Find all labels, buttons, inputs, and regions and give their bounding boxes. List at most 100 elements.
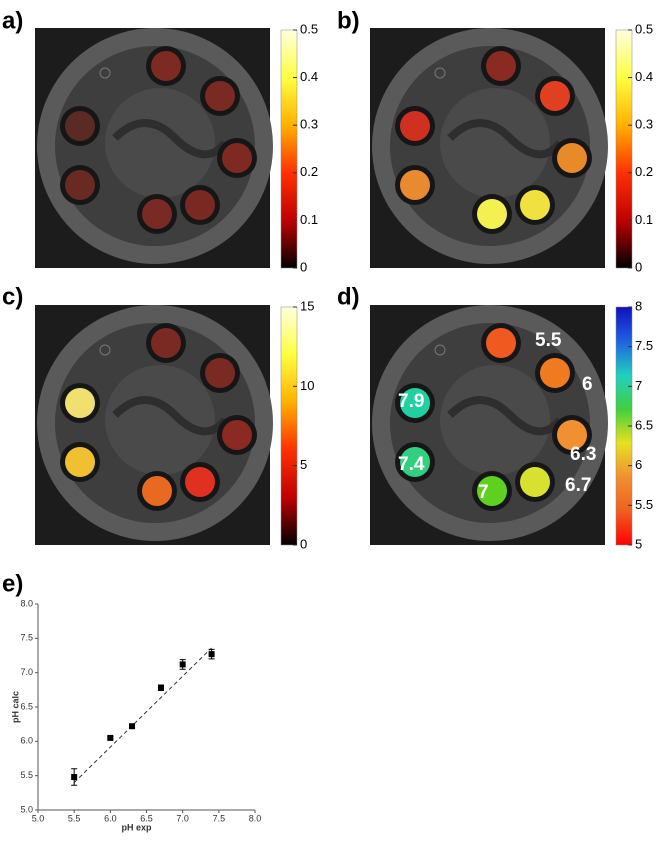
vial xyxy=(486,51,516,81)
phantom-core xyxy=(105,365,215,475)
panel-label: e) xyxy=(2,570,23,597)
vial xyxy=(65,388,95,418)
ph-annotation: 6.3 xyxy=(570,444,596,465)
data-point xyxy=(157,684,164,691)
colorbar-tick-label: 0.4 xyxy=(300,69,318,84)
vial xyxy=(222,420,252,450)
colorbar-tick-label: 15 xyxy=(300,298,314,313)
vial xyxy=(65,447,95,477)
panel-label: b) xyxy=(337,7,360,34)
colorbar-tick-label: 5 xyxy=(300,457,307,472)
colorbar-tick-label: 0.5 xyxy=(635,21,653,36)
data-point xyxy=(179,661,186,668)
panel-label: d) xyxy=(337,283,360,310)
colorbar-tick-label: 7.5 xyxy=(635,338,653,353)
y-axis-label: pH calc xyxy=(10,691,20,723)
y-tick-label: 7.5 xyxy=(20,633,33,643)
colorbar-tick-label: 0.3 xyxy=(635,117,653,132)
colorbar-tick-label: 0.1 xyxy=(635,212,653,227)
colorbar-tick-label: 0.5 xyxy=(300,21,318,36)
x-tick-label: 5.5 xyxy=(68,813,81,823)
y-tick-label: 5.5 xyxy=(20,770,33,780)
mri-image xyxy=(35,305,273,545)
ph-annotation: 7.9 xyxy=(398,391,424,412)
ph-annotation: 6.7 xyxy=(565,475,591,496)
colorbar-tick-label: 0.2 xyxy=(635,164,653,179)
vial xyxy=(222,143,252,173)
vial xyxy=(142,199,172,229)
colorbar-tick-label: 8 xyxy=(635,298,642,313)
vial xyxy=(520,190,550,220)
colorbar-tick-label: 0.4 xyxy=(635,69,653,84)
phantom-structure xyxy=(447,396,564,436)
ph-annotation: 6 xyxy=(582,374,593,395)
x-tick-label: 6.0 xyxy=(104,813,117,823)
phantom-dot xyxy=(434,344,446,356)
vial xyxy=(205,81,235,111)
fit-line xyxy=(73,647,212,783)
mri-image xyxy=(35,28,273,268)
phantom-dot xyxy=(99,67,111,79)
colorbar-tick-label: 0.2 xyxy=(300,164,318,179)
vial xyxy=(540,358,570,388)
phantom-structure xyxy=(112,119,229,159)
x-tick-label: 7.5 xyxy=(213,813,226,823)
vial xyxy=(400,447,430,477)
colorbar-tick-label: 7 xyxy=(635,378,642,393)
data-point xyxy=(129,723,136,730)
vial xyxy=(65,111,95,141)
panel-label: a) xyxy=(2,7,23,34)
phantom-dot xyxy=(99,344,111,356)
ph-annotation: 5.5 xyxy=(535,330,562,351)
colorbar-tick-label: 0 xyxy=(635,259,642,274)
x-axis-label: pH exp xyxy=(121,822,152,832)
vial xyxy=(557,143,587,173)
colorbar-tick-label: 6 xyxy=(635,457,642,472)
x-tick-label: 6.5 xyxy=(140,813,153,823)
y-tick-label: 6.5 xyxy=(20,701,33,711)
colorbar-tick-label: 5.5 xyxy=(635,497,653,512)
x-tick-label: 8.0 xyxy=(249,813,262,823)
y-tick-label: 7.0 xyxy=(20,667,33,677)
data-point xyxy=(71,774,78,781)
x-tick-label: 7.0 xyxy=(176,813,189,823)
colorbar xyxy=(280,306,298,546)
colorbar-tick-label: 0.3 xyxy=(300,117,318,132)
mri-image: 5.5 6 6.3 6.7 7 7.4 7.9 xyxy=(370,305,608,545)
vial xyxy=(400,170,430,200)
colorbar-tick-label: 0.1 xyxy=(300,212,318,227)
colorbar-tick-label: 10 xyxy=(300,378,314,393)
vial xyxy=(151,51,181,81)
x-tick-label: 5.0 xyxy=(32,813,45,823)
panel-label: c) xyxy=(2,283,23,310)
data-point xyxy=(107,734,114,741)
vial xyxy=(486,328,516,358)
vial xyxy=(205,358,235,388)
colorbar-tick-label: 0 xyxy=(300,536,307,551)
ph-annotation: 7.4 xyxy=(398,454,425,475)
mri-image xyxy=(370,28,608,268)
y-tick-label: 6.0 xyxy=(20,736,33,746)
phantom-structure xyxy=(447,119,564,159)
vial xyxy=(540,81,570,111)
colorbar xyxy=(615,29,633,269)
vial xyxy=(142,476,172,506)
y-tick-label: 5.0 xyxy=(20,804,33,814)
vial xyxy=(185,467,215,497)
phantom-core xyxy=(440,88,550,198)
phantom-structure xyxy=(112,396,229,436)
colorbar-tick-label: 6.5 xyxy=(635,417,653,432)
vial xyxy=(557,420,587,450)
data-point xyxy=(208,651,215,658)
phantom-core xyxy=(105,88,215,198)
vial xyxy=(477,199,507,229)
vial xyxy=(477,476,507,506)
phantom-core xyxy=(440,365,550,475)
colorbar xyxy=(280,29,298,269)
vial xyxy=(400,111,430,141)
vial xyxy=(520,467,550,497)
y-tick-label: 8.0 xyxy=(20,598,33,608)
vial xyxy=(185,190,215,220)
vial xyxy=(400,388,430,418)
